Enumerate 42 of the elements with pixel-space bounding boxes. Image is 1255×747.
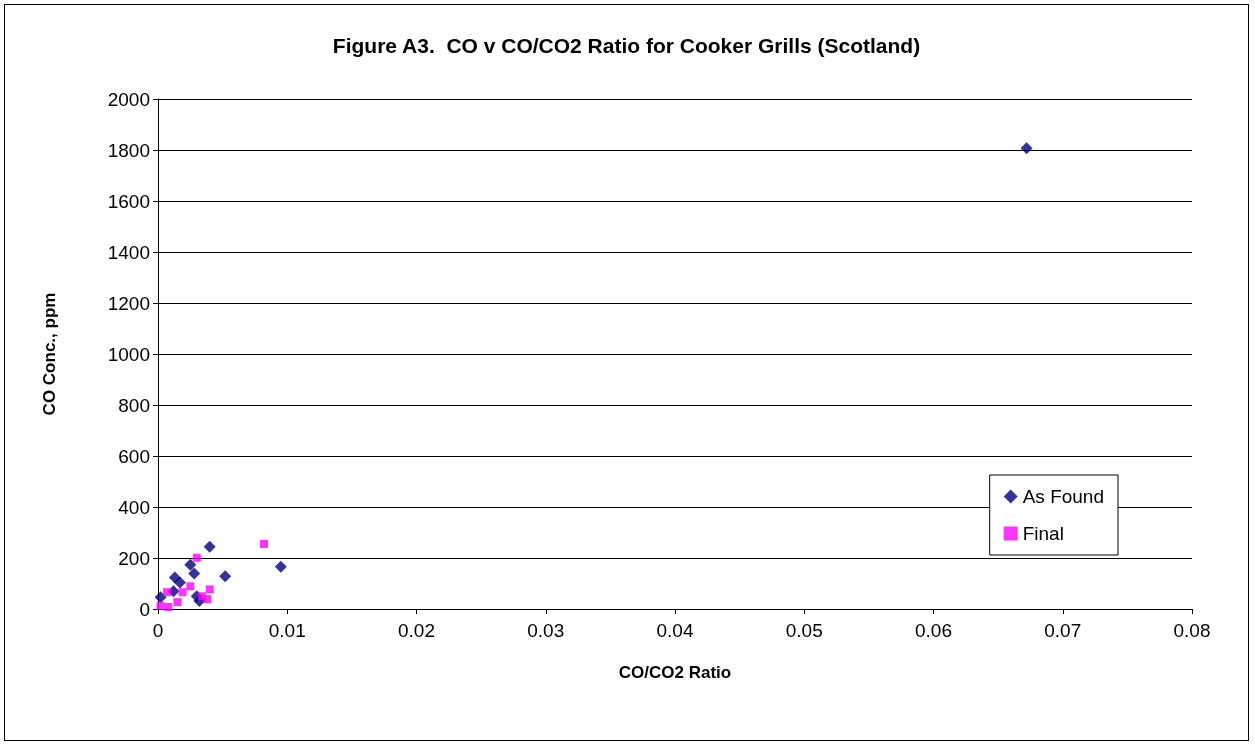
y-tick-label: 1200 <box>107 292 150 314</box>
point <box>173 576 186 589</box>
legend-label: As Found <box>1022 486 1104 507</box>
point <box>197 592 206 601</box>
x-tick-label: 0.04 <box>656 620 694 641</box>
point <box>1020 142 1033 155</box>
y-tick-label: 0 <box>139 598 150 620</box>
y-tick-label: 1400 <box>107 241 150 263</box>
y-tick-label: 600 <box>118 445 150 467</box>
x-tick-label: 0.01 <box>268 620 306 641</box>
chart-title: Figure A3. CO v CO/CO2 Ratio for Cooker Grills (Scotland) <box>332 34 921 57</box>
point <box>274 560 287 573</box>
x-axis-title: CO/CO2 Ratio <box>618 663 732 682</box>
y-tick-label: 1600 <box>107 190 150 212</box>
y-axis-title: CO Conc., ppm <box>40 292 59 416</box>
point <box>186 582 195 591</box>
point <box>219 570 232 583</box>
point <box>259 539 268 548</box>
y-tick-label: 1800 <box>107 139 150 161</box>
point <box>173 598 182 607</box>
x-tick-label: 0.05 <box>785 620 823 641</box>
point <box>163 588 172 597</box>
point <box>164 602 173 611</box>
x-tick-label: 0.07 <box>1044 620 1082 641</box>
point <box>188 567 201 580</box>
x-tick-label: 0 <box>152 620 164 641</box>
point <box>205 585 214 594</box>
point <box>184 558 197 571</box>
point <box>203 540 216 553</box>
y-tick-label: 2000 <box>107 88 150 110</box>
point <box>178 588 187 597</box>
legend-label: Final <box>1022 523 1064 544</box>
point <box>154 591 167 604</box>
y-tick-label: 200 <box>118 547 150 569</box>
x-tick-label: 0.06 <box>915 620 952 641</box>
y-tick-label: 1000 <box>107 343 150 365</box>
point <box>192 553 201 562</box>
x-tick-label: 0.08 <box>1173 620 1211 641</box>
x-tick-label: 0.03 <box>527 620 565 641</box>
x-tick-label: 0.02 <box>398 620 435 641</box>
y-tick-label: 400 <box>118 496 150 518</box>
y-tick-label: 800 <box>118 394 150 416</box>
